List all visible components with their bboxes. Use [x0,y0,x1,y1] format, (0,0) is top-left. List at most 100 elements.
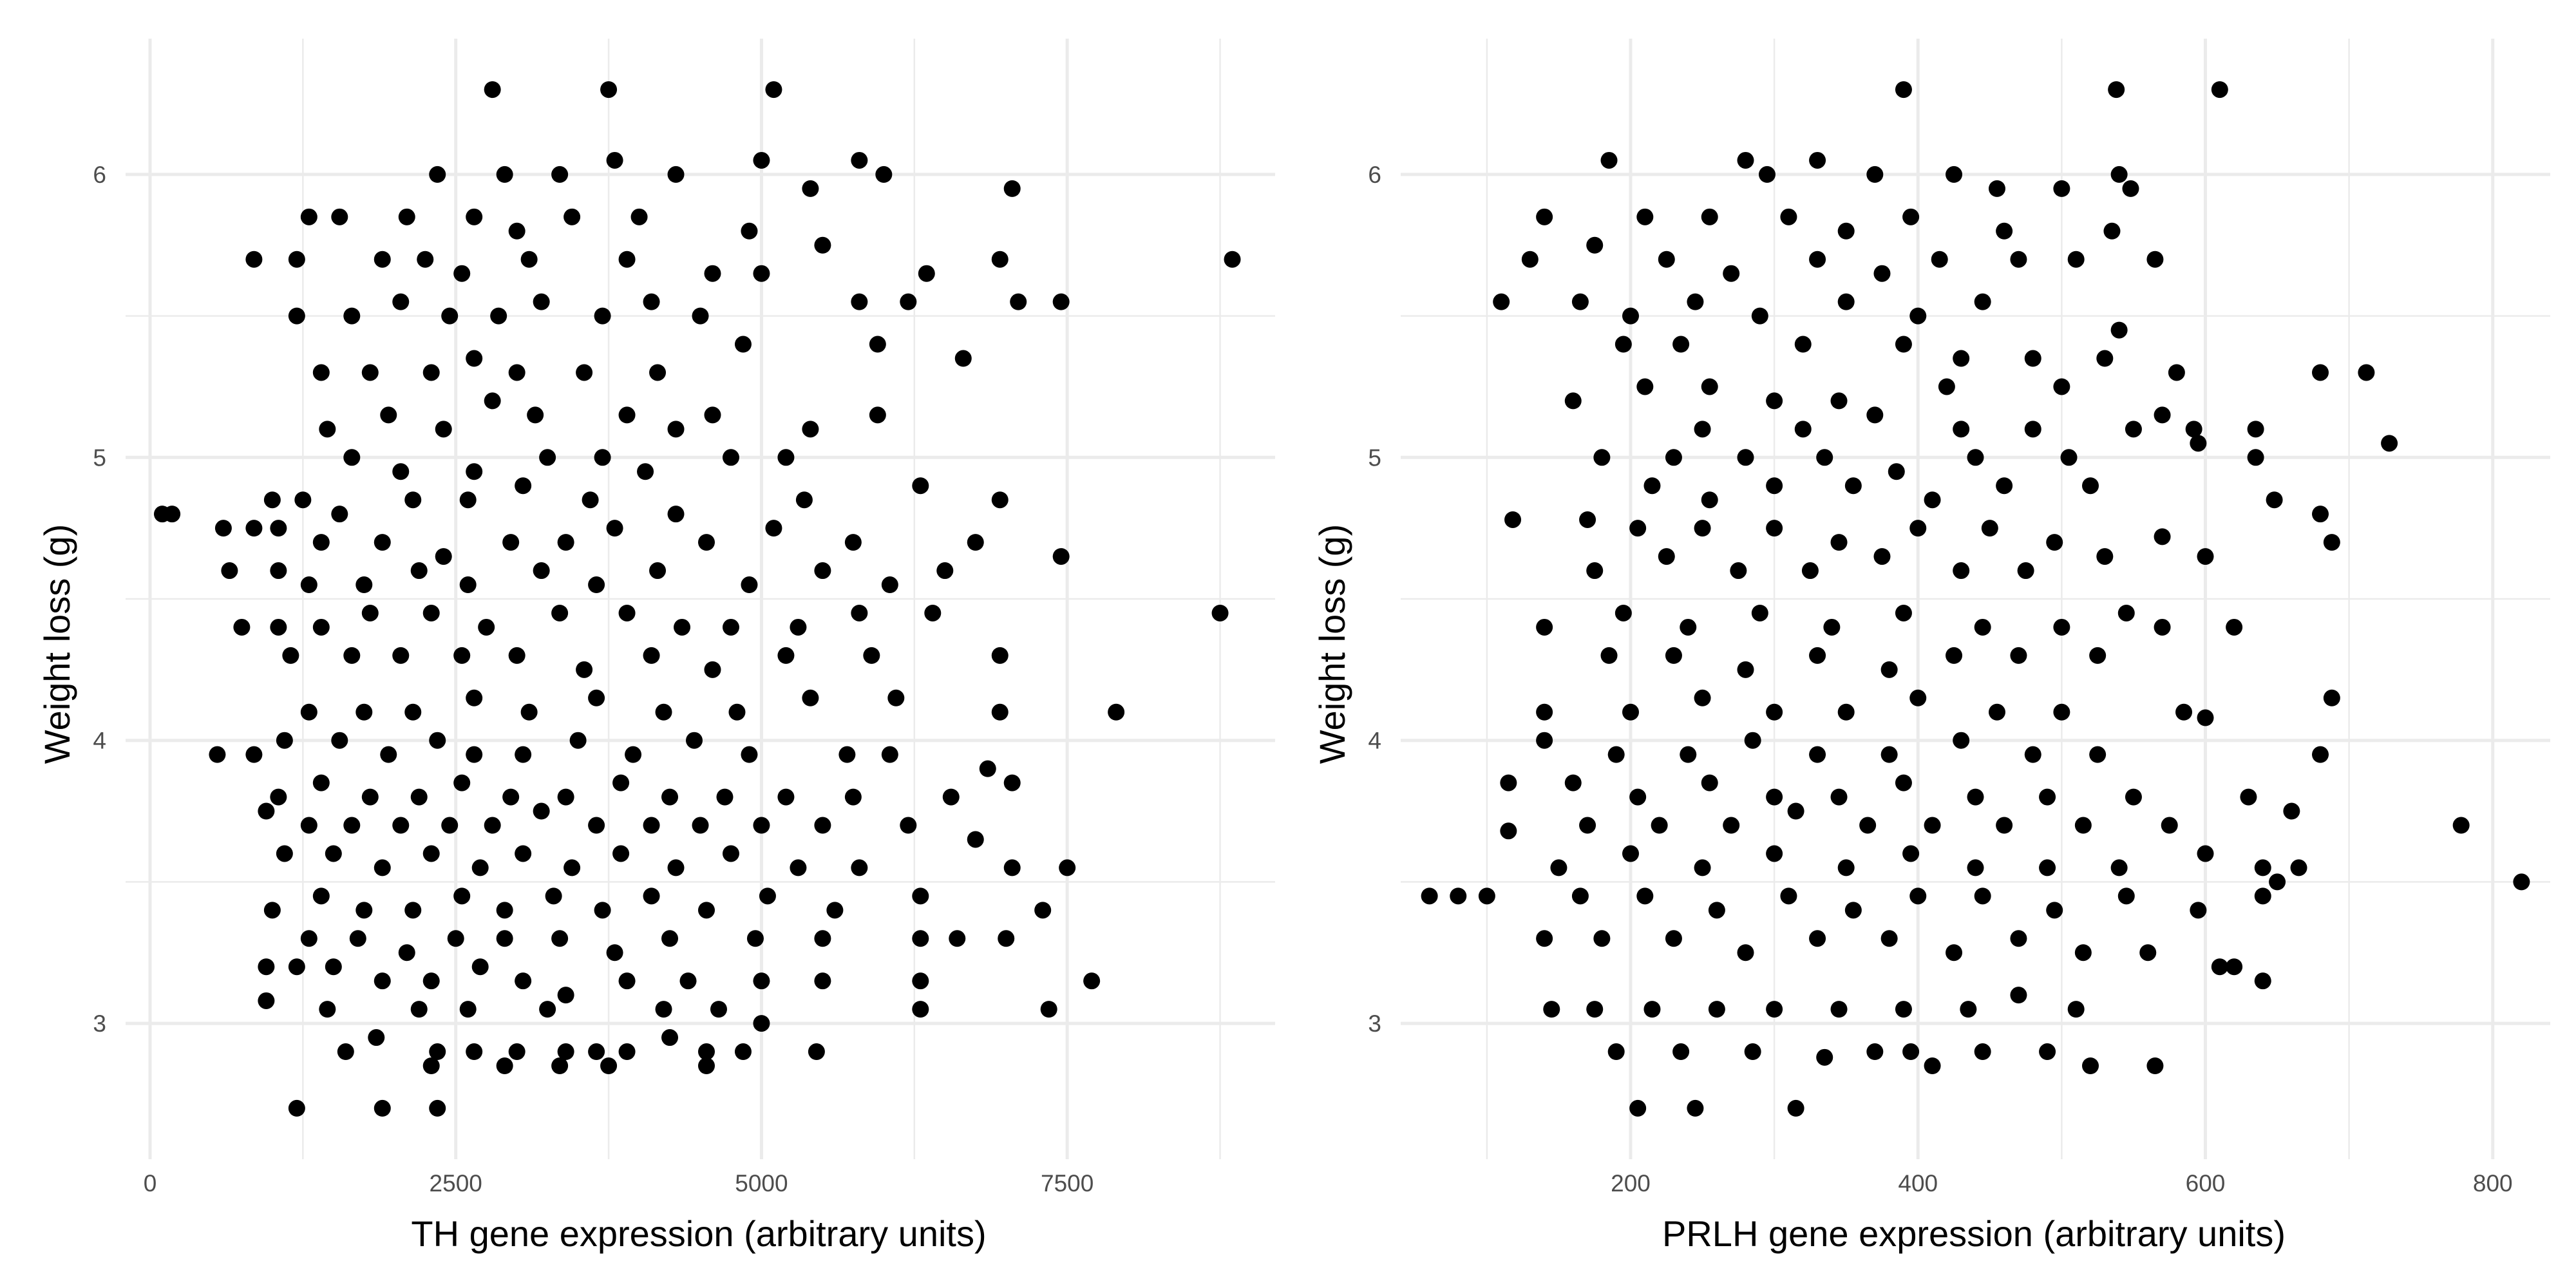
data-point [422,845,440,862]
data-point [429,1043,446,1061]
data-point [667,421,685,438]
data-point [1974,887,1991,905]
data-point [1730,562,1747,580]
data-point [1665,449,1682,466]
data-point [1034,902,1052,919]
data-point [759,887,776,905]
data-point [1550,859,1567,876]
data-point [496,166,513,183]
data-point [2226,618,2243,636]
data-point [447,930,464,947]
data-point [392,647,410,664]
data-point [508,364,526,381]
data-point [2010,647,2027,664]
data-point [1737,944,1754,961]
data-point [325,845,342,862]
data-point [2290,859,2307,876]
data-point [869,336,886,353]
data-point [551,604,569,621]
data-point [2067,1001,2085,1018]
data-point [1780,887,1797,905]
data-point [1003,859,1021,876]
data-point [1880,746,1898,763]
data-point [466,746,483,763]
data-point [1953,350,1970,367]
data-point [276,732,293,749]
data-point [844,534,862,551]
data-point [288,1099,305,1117]
data-point [422,1057,440,1074]
data-point [233,618,251,636]
data-point [949,930,966,947]
data-point [1586,1001,1604,1018]
data-point [1629,1099,1647,1117]
data-point [361,364,379,381]
data-point [392,293,410,310]
data-point [777,788,795,806]
data-point [704,406,721,424]
data-point [1909,887,1927,905]
data-point [312,364,330,381]
data-point [398,208,415,225]
data-point [245,251,263,268]
data-point [667,166,685,183]
data-point [1996,817,2013,834]
data-point [1766,845,1783,862]
data-point [2312,746,2329,763]
data-point [2381,435,2398,452]
data-point [753,972,770,990]
data-point [1536,732,1553,749]
data-point [1629,520,1647,537]
data-point [392,817,410,834]
data-point [209,746,226,763]
data-point [967,534,984,551]
data-point [312,774,330,791]
data-point [2247,421,2264,438]
data-point [1809,746,1826,763]
data-point [2312,364,2329,381]
data-point [844,788,862,806]
data-point [588,1043,605,1061]
data-point [618,406,636,424]
data-point [1680,746,1697,763]
data-point [1844,477,1862,495]
data-point [2266,491,2283,509]
data-point [912,887,929,905]
x-tick-label: 0 [144,1170,157,1197]
x-tick-label: 600 [2186,1170,2226,1197]
data-point [582,491,599,509]
data-point [655,1001,672,1018]
data-point [1953,421,1970,438]
data-point [1052,293,1070,310]
data-point [1543,1001,1560,1018]
data-point [1687,1099,1704,1117]
data-point [1895,774,1912,791]
data-point [1500,822,1517,840]
data-point [2175,703,2193,721]
data-point [2254,972,2271,990]
data-point [1823,618,1841,636]
data-point [1421,887,1438,905]
data-point [2053,618,2070,636]
data-point [1960,1001,1977,1018]
data-point [887,689,905,706]
data-point [1830,534,1848,551]
data-point [478,618,495,636]
data-point [404,902,422,919]
data-point [1586,562,1604,580]
data-point [459,491,477,509]
data-point [1593,449,1611,466]
data-point [331,208,348,225]
data-point [263,491,281,509]
data-point [692,817,709,834]
data-point [2082,1057,2099,1074]
data-point [1694,859,1711,876]
data-point [1600,647,1618,664]
data-point [1809,251,1826,268]
data-point [557,1043,574,1061]
x-tick-label: 2500 [430,1170,482,1197]
data-point [1687,293,1704,310]
data-point [1600,151,1618,169]
data-point [551,166,569,183]
data-point [1622,307,1639,325]
